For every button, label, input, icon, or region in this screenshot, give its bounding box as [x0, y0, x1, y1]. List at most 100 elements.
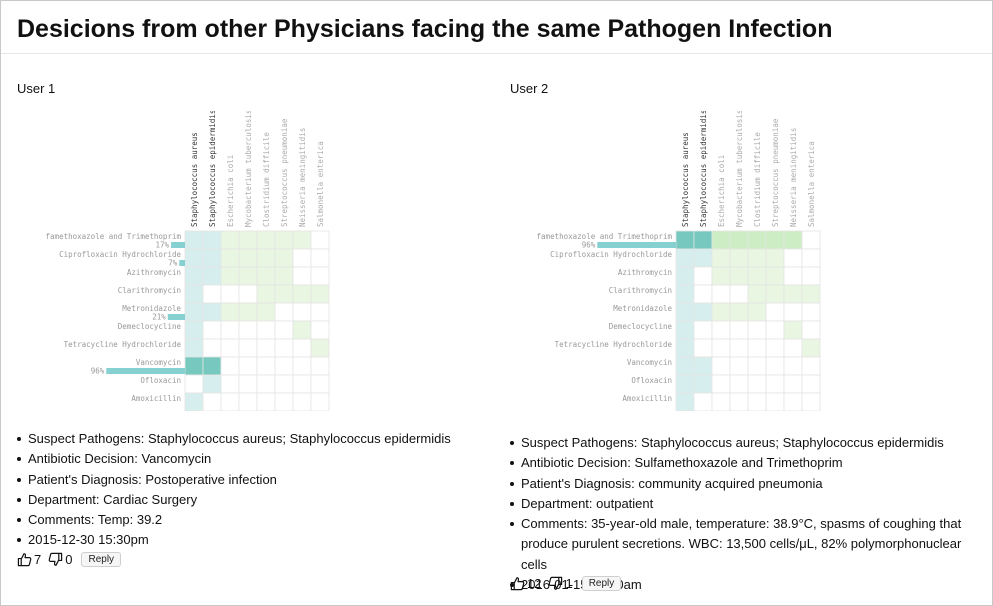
heatmap-cell [184, 320, 204, 340]
heatmap-cell [801, 338, 821, 358]
heatmap-cell [783, 374, 803, 394]
decision-percent-bar [167, 314, 185, 320]
thumbs-down-icon[interactable] [548, 576, 563, 591]
heatmap-cell [729, 338, 749, 358]
heatmap-cell [310, 320, 330, 340]
decision-percent-bar [179, 260, 185, 266]
page-title: Desicions from other Physicians facing t… [17, 15, 833, 43]
reply-button[interactable]: Reply [81, 552, 122, 567]
heatmap-cell [274, 356, 294, 376]
pathogen-label: Escherichia coli [226, 155, 235, 227]
heatmap-cell [238, 266, 258, 286]
pathogen-label: Salmonella enterica [316, 141, 325, 227]
pathogen-label: Mycobacterium tuberculosis [735, 111, 744, 227]
decision-details: Suspect Pathogens: Staphylococcus aureus… [17, 429, 487, 551]
heatmap-cell [202, 302, 222, 322]
thumbs-down-icon[interactable] [48, 552, 63, 567]
antibiotic-label: Amoxicillin [622, 394, 672, 403]
heatmap-cell [310, 356, 330, 376]
thumbs-up-icon[interactable] [17, 552, 32, 567]
heatmap-cell [184, 302, 204, 322]
heatmap-cell [256, 248, 276, 268]
thumbs-up-icon[interactable] [510, 576, 525, 591]
heatmap-cell [801, 248, 821, 268]
heatmap-cell [220, 392, 240, 411]
heatmap-cell [202, 230, 222, 250]
heatmap-cell [729, 230, 749, 250]
heatmap-cell [765, 338, 785, 358]
heatmap-cell [801, 230, 821, 250]
user-label: User 1 [17, 81, 56, 96]
heatmap-cell [310, 284, 330, 304]
heatmap-cell [202, 356, 222, 376]
heatmap-cell [675, 338, 695, 358]
heatmap-cell [292, 356, 312, 376]
heatmap-cell [675, 302, 695, 322]
heatmap-cell [747, 392, 767, 411]
antibiotic-label: Tetracycline Hydrochloride [64, 340, 182, 349]
heatmap-cell [256, 320, 276, 340]
heatmap-cell [693, 356, 713, 376]
comments: Comments: Temp: 39.2 [17, 510, 487, 530]
antibiotic-decision: Antibiotic Decision: Sulfamethoxazole an… [510, 453, 990, 473]
pathogen-label: Staphylococcus aureus [681, 132, 690, 227]
antibiotic-label: Clarithromycin [118, 286, 181, 295]
heatmap-cell [729, 248, 749, 268]
heatmap-cell [292, 338, 312, 358]
heatmap-cell [765, 302, 785, 322]
heatmap-cell [220, 284, 240, 304]
heatmap-cell [693, 230, 713, 250]
heatmap-cell [274, 248, 294, 268]
heatmap-cell [729, 266, 749, 286]
heatmap-cell [693, 248, 713, 268]
heatmap-cell [675, 284, 695, 304]
heatmap-cell [292, 284, 312, 304]
decision-percent-label: 17% [156, 241, 170, 250]
decision-percent-bar [171, 242, 185, 248]
decision-percent-bar [597, 242, 676, 248]
heatmap-cell [184, 230, 204, 250]
heatmap-cell [310, 374, 330, 394]
heatmap-cell [729, 356, 749, 376]
antibiotic-label: Azithromycin [127, 268, 181, 277]
heatmap-cell [765, 284, 785, 304]
heatmap-cell [274, 230, 294, 250]
heatmap-cell [675, 356, 695, 376]
heatmap-cell [220, 266, 240, 286]
pathogen-label: Streptococcus pneumoniae [771, 118, 780, 227]
heatmap-cell [801, 356, 821, 376]
department: Department: Cardiac Surgery [17, 490, 487, 510]
heatmap-cell [747, 284, 767, 304]
antibiotic-label: Azithromycin [618, 268, 672, 277]
heatmap-cell [202, 374, 222, 394]
reply-button[interactable]: Reply [581, 576, 622, 591]
heatmap-cell [711, 374, 731, 394]
heatmap-cell [711, 248, 731, 268]
heatmap-cell [220, 248, 240, 268]
heatmap-cell [310, 392, 330, 411]
heatmap-cell [220, 230, 240, 250]
decision-percent-label: 21% [152, 313, 166, 322]
antibiotic-label: Metronidazole [613, 304, 672, 313]
heatmap-cell [729, 284, 749, 304]
heatmap-cell [184, 266, 204, 286]
heatmap-cell [783, 338, 803, 358]
heatmap-cell [783, 284, 803, 304]
heatmap-cell [783, 356, 803, 376]
heatmap-cell [274, 284, 294, 304]
heatmap-cell [729, 392, 749, 411]
patient-diagnosis: Patient's Diagnosis: community acquired … [510, 474, 990, 494]
heatmap-cell [292, 248, 312, 268]
heatmap-cell [202, 266, 222, 286]
heatmap-cell [675, 392, 695, 411]
decision-percent-label: 7% [168, 259, 178, 268]
heatmap-cell [202, 392, 222, 411]
heatmap-cell [747, 374, 767, 394]
patient-diagnosis: Patient's Diagnosis: Postoperative infec… [17, 470, 487, 490]
pathogen-label: Clostridium difficile [753, 132, 762, 227]
heatmap-cell [202, 338, 222, 358]
heatmap-cell [292, 320, 312, 340]
heatmap-cell [184, 284, 204, 304]
heatmap-cell [238, 356, 258, 376]
heatmap-cell [274, 338, 294, 358]
